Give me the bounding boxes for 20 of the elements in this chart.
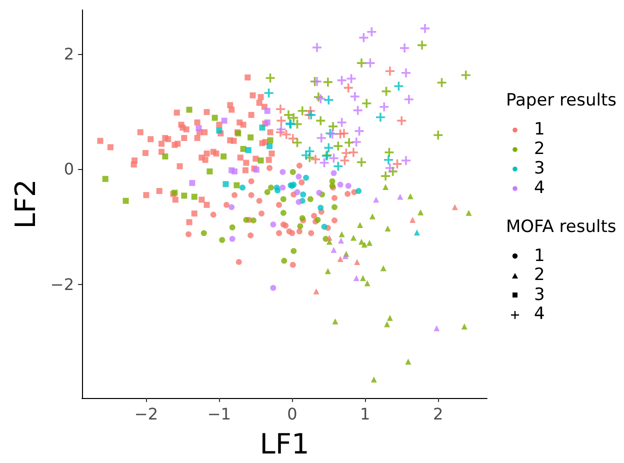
legend-label: 1 <box>534 120 545 140</box>
x-tick-label: −1 <box>207 404 231 424</box>
text: 3 <box>534 284 545 305</box>
y-tick-label: 0 <box>64 160 74 179</box>
legend-label: 4 <box>534 178 545 198</box>
x-axis-title: LF1 <box>260 428 310 460</box>
legend-label: 2 <box>534 139 545 159</box>
text: 2 <box>534 265 545 286</box>
text: MOFA results <box>506 217 616 238</box>
text: 1 <box>534 246 545 266</box>
x-tick-label: −2 <box>134 404 158 424</box>
y-tick-label: −2 <box>50 274 74 294</box>
legend-label: 3 <box>534 158 545 178</box>
x-tick-label: 2 <box>433 404 444 424</box>
y-axis-title: LF2 <box>9 179 42 229</box>
legend-title: Paper results <box>506 90 617 110</box>
text: 4 <box>534 304 545 324</box>
x-tick-label: 1 <box>360 404 370 424</box>
y-tick-label: 2 <box>64 44 74 64</box>
x-tick-label: 0 <box>287 404 298 424</box>
